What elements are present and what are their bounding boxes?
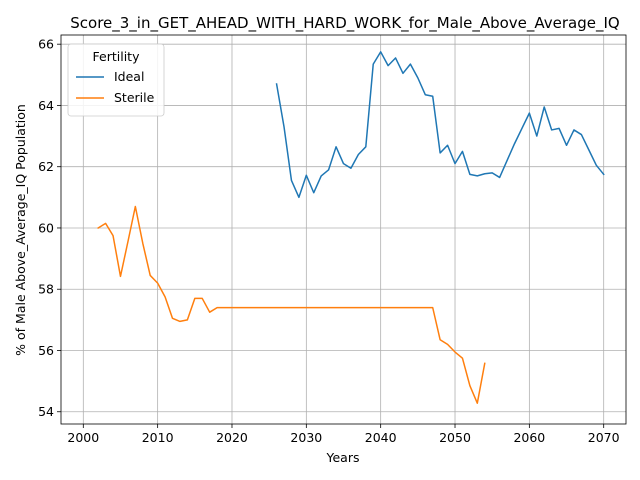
x-tick-label: 2070 <box>588 430 620 445</box>
y-tick-label: 66 <box>38 37 54 52</box>
chart-title: Score_3_in_GET_AHEAD_WITH_HARD_WORK_for_… <box>70 14 619 33</box>
series-line-sterile <box>98 207 485 404</box>
legend-title: Fertility <box>93 49 141 64</box>
y-tick-label: 54 <box>38 404 54 419</box>
x-tick-label: 2040 <box>365 430 397 445</box>
legend-label-sterile: Sterile <box>114 90 155 105</box>
series-line-ideal <box>277 52 604 197</box>
y-tick-label: 60 <box>38 220 54 235</box>
x-tick-label: 2050 <box>439 430 471 445</box>
x-tick-label: 2010 <box>142 430 174 445</box>
legend: Fertility Ideal Sterile <box>68 44 164 116</box>
y-tick-label: 58 <box>38 282 54 297</box>
x-tick-label: 2020 <box>216 430 248 445</box>
x-tick-label: 2060 <box>513 430 545 445</box>
x-tick-label: 2030 <box>290 430 322 445</box>
y-tick-label: 56 <box>38 343 54 358</box>
y-tick-label: 64 <box>38 98 54 113</box>
x-axis-label: Years <box>326 450 360 465</box>
x-tick-label: 2000 <box>67 430 99 445</box>
y-axis-label: % of Male Above_Average_IQ Population <box>13 104 28 356</box>
y-tick-label: 62 <box>38 159 54 174</box>
legend-label-ideal: Ideal <box>114 69 144 84</box>
